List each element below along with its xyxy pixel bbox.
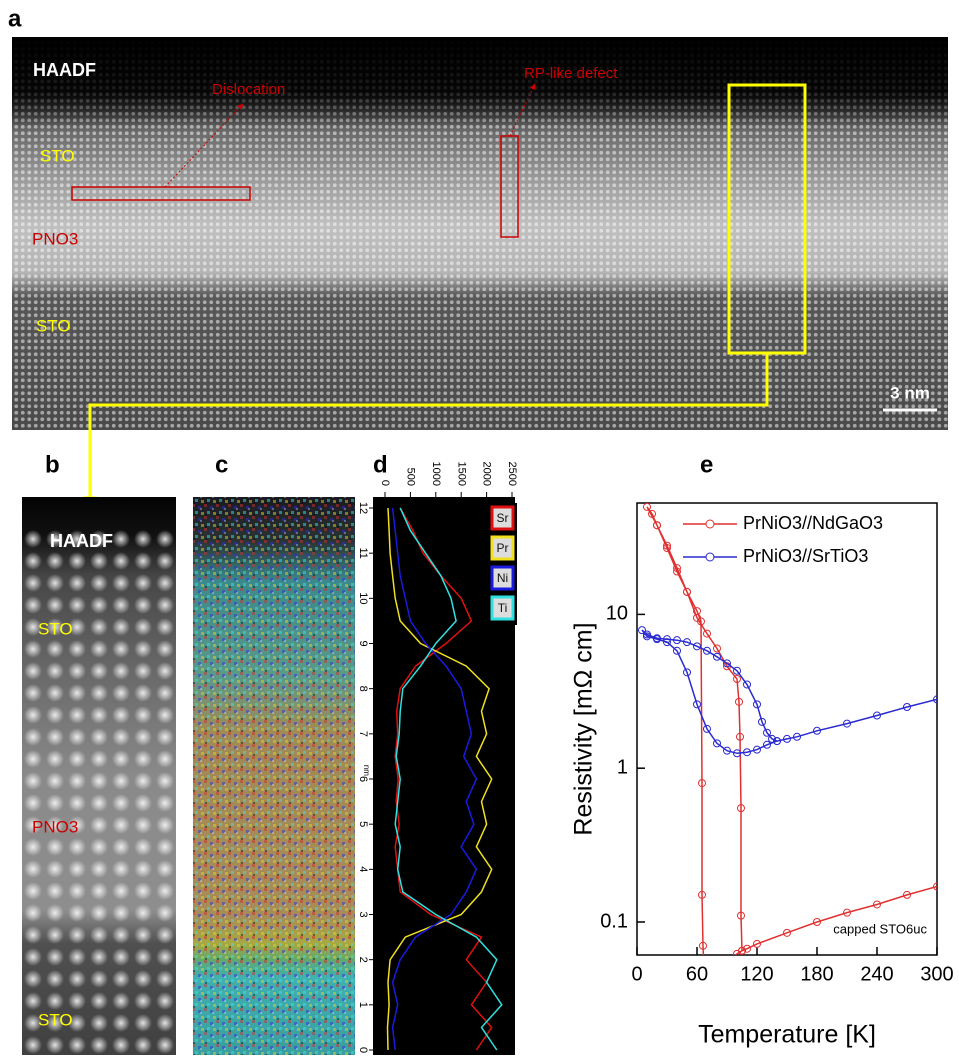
- x-tick-label: 2000: [481, 462, 493, 486]
- image-label: PNO3: [32, 817, 78, 836]
- page: a HAADF STO PNO3 STO Dislocation RP-like…: [0, 0, 959, 1060]
- legend-label: Pr: [497, 541, 509, 555]
- x-tick-label: 0: [379, 480, 391, 486]
- y-tick-label: 2: [357, 957, 369, 963]
- x-tick-label: 240: [860, 963, 893, 985]
- y-tick-label: 3: [357, 911, 369, 917]
- y-tick-label: 0.1: [600, 910, 628, 932]
- legend-label: PrNiO3//SrTiO3: [743, 546, 868, 566]
- annotation: Dislocation: [212, 81, 285, 98]
- y-axis-label: nm: [362, 765, 371, 776]
- x-tick-label: 500: [404, 468, 416, 486]
- y-tick-label: 9: [357, 640, 369, 646]
- figure: a HAADF STO PNO3 STO Dislocation RP-like…: [0, 0, 959, 1060]
- x-tick-label: 0: [631, 963, 642, 985]
- y-axis-label: Resistivity [mΩ cm]: [570, 622, 598, 835]
- x-tick-label: 180: [800, 963, 833, 985]
- panel-label: b: [45, 451, 60, 478]
- image-label: STO: [38, 1010, 73, 1029]
- y-tick-label: 10: [606, 603, 628, 625]
- haadf-image-b: [22, 497, 176, 1055]
- x-tick-label: 60: [686, 963, 708, 985]
- x-tick-label: 1000: [430, 462, 442, 486]
- image-label: HAADF: [50, 531, 113, 551]
- annotation: capped STO6uc: [833, 921, 927, 936]
- x-tick-label: 1500: [455, 462, 467, 486]
- legend-label: Sr: [497, 511, 509, 525]
- x-tick-label: 120: [740, 963, 773, 985]
- legend-marker: [706, 553, 714, 561]
- y-tick-label: 0: [357, 1047, 369, 1053]
- y-tick-label: 8: [357, 686, 369, 692]
- panel-label: d: [373, 451, 388, 478]
- legend-label: PrNiO3//NdGaO3: [743, 513, 883, 533]
- image-label: HAADF: [33, 60, 96, 80]
- legend-marker: [706, 520, 714, 528]
- image-label: STO: [38, 619, 73, 638]
- y-tick-label: 6: [357, 776, 369, 782]
- haadf-image-a: [12, 37, 948, 430]
- x-tick-label: 2500: [506, 462, 518, 486]
- panel-label: c: [215, 451, 228, 478]
- data-point: [724, 958, 731, 965]
- scale-bar-label: 3 nm: [890, 383, 930, 402]
- legend-label: Ni: [497, 571, 508, 585]
- annotation: RP-like defect: [524, 65, 618, 82]
- panel-label: a: [8, 5, 22, 32]
- image-label: STO: [36, 316, 71, 335]
- y-tick-label: 5: [357, 821, 369, 827]
- data-point: [714, 965, 721, 972]
- x-axis-label: Temperature [K]: [698, 1021, 876, 1049]
- panel-label: e: [700, 451, 713, 478]
- legend-label: Ti: [498, 601, 508, 615]
- image-label: STO: [40, 146, 75, 165]
- y-tick-label: 11: [357, 547, 369, 558]
- y-tick-label: 12: [357, 502, 369, 514]
- y-tick-label: 1: [357, 1002, 369, 1008]
- y-tick-label: 4: [357, 866, 369, 872]
- x-tick-label: 300: [920, 963, 953, 985]
- y-tick-label: 1: [617, 756, 628, 778]
- y-tick-label: 7: [357, 731, 369, 737]
- eds-map: [193, 497, 355, 1055]
- image-label: PNO3: [32, 229, 78, 248]
- y-tick-label: 10: [357, 592, 369, 604]
- plot-frame: [637, 503, 937, 955]
